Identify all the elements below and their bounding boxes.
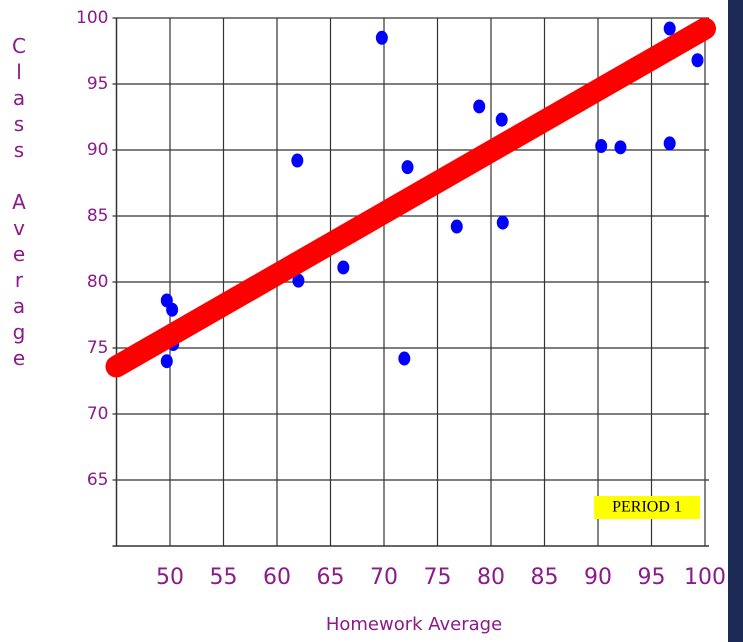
x-tick-label: 100 xyxy=(684,565,726,590)
data-point xyxy=(614,140,627,155)
data-point xyxy=(496,215,509,230)
data-point xyxy=(663,136,676,151)
x-tick-label: 90 xyxy=(584,565,612,590)
data-point xyxy=(375,30,388,45)
data-point xyxy=(663,21,676,36)
data-point xyxy=(337,260,350,275)
x-tick-label: 85 xyxy=(531,565,559,590)
x-tick-label: 95 xyxy=(638,565,666,590)
data-point xyxy=(160,354,173,369)
x-tick-label: 60 xyxy=(263,565,291,590)
x-tick-label: 75 xyxy=(424,565,452,590)
y-tick-label: 85 xyxy=(87,206,109,226)
x-tick-label: 80 xyxy=(477,565,505,590)
y-tick-label: 90 xyxy=(87,140,109,160)
side-border xyxy=(728,0,743,642)
x-tick-label: 65 xyxy=(317,565,345,590)
data-point xyxy=(450,219,463,234)
y-tick-label: 70 xyxy=(87,404,109,424)
trend-line xyxy=(105,17,716,378)
x-axis-label: Homework Average xyxy=(326,614,502,635)
x-tick-label: 50 xyxy=(156,565,184,590)
y-tick-label: 100 xyxy=(76,8,108,28)
x-tick-label: 70 xyxy=(370,565,398,590)
data-point xyxy=(473,99,486,114)
data-point xyxy=(398,351,411,366)
x-tick-label: 55 xyxy=(210,565,238,590)
annotation-box xyxy=(594,496,700,519)
y-tick-label: 65 xyxy=(87,470,109,490)
data-point xyxy=(166,302,179,317)
data-point xyxy=(401,160,414,175)
data-point xyxy=(292,273,305,288)
annotation: PERIOD 1 xyxy=(612,499,682,516)
y-axis-label: Class Average xyxy=(7,34,31,372)
data-point xyxy=(291,153,304,168)
data-point xyxy=(495,112,508,127)
data-point xyxy=(595,139,608,154)
data-point xyxy=(691,53,704,68)
y-tick-label: 95 xyxy=(87,74,109,94)
y-tick-label: 75 xyxy=(87,338,109,358)
y-tick-label: 80 xyxy=(87,272,109,292)
